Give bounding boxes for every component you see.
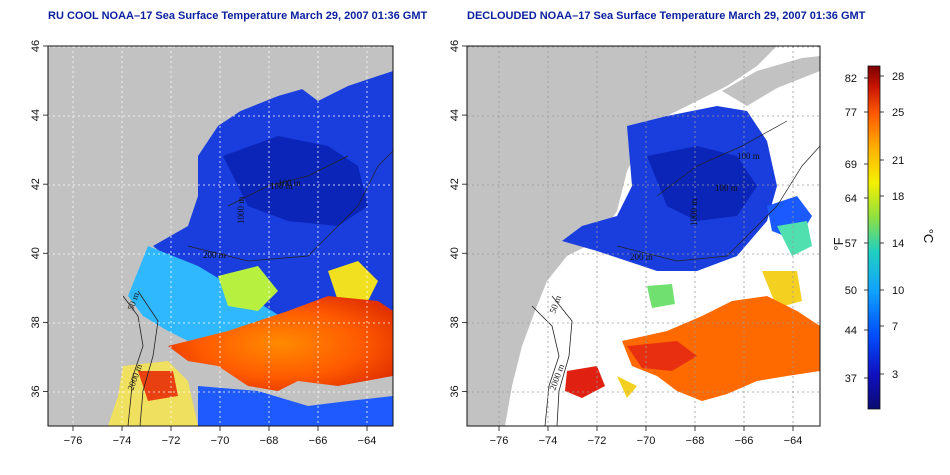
grid-lines-right xyxy=(467,46,820,426)
axes-left: −76 −74 −72 −70 −68 −66 −64 36 38 40 42 44 46 xyxy=(30,40,376,447)
fahrenheit-tick: 57 xyxy=(845,238,857,250)
y-tick-label: 46 xyxy=(449,40,461,52)
y-tick-label: 36 xyxy=(449,385,461,397)
contour-label-100m-b-left: 100 m xyxy=(278,178,301,188)
y-tick-label: 44 xyxy=(30,109,42,121)
map-panel-left: 2000 m 50 m 100 m 200 m 1000 m 100 m xyxy=(47,45,394,427)
celsius-label: °C xyxy=(921,229,936,244)
cold-core-left xyxy=(223,136,368,226)
y-tick-label: 42 xyxy=(30,178,42,190)
x-tick-label: −72 xyxy=(588,435,607,447)
x-tick-label: −74 xyxy=(113,435,132,447)
x-tick-label: −68 xyxy=(686,435,705,447)
map-title-left: RU COOL NOAA–17 Sea Surface Temperature … xyxy=(48,10,428,22)
contour-label-100m-right: 100 m xyxy=(737,151,760,161)
y-tick-label: 40 xyxy=(449,247,461,259)
fahrenheit-tick: 44 xyxy=(845,325,857,337)
x-tick-label: −64 xyxy=(784,435,803,447)
y-tick-label: 36 xyxy=(30,385,42,397)
x-tick-label: −66 xyxy=(735,435,754,447)
gulf-stream-left xyxy=(168,296,393,391)
grid-lines-left xyxy=(48,46,393,426)
x-tick-label: −72 xyxy=(162,435,181,447)
y-tick-label: 38 xyxy=(30,316,42,328)
celsius-tick: 3 xyxy=(892,369,898,381)
celsius-tick: 7 xyxy=(892,321,898,333)
celsius-tick: 10 xyxy=(892,285,904,297)
y-tick-label: 40 xyxy=(30,247,42,259)
map-title-right: DECLOUDED NOAA–17 Sea Surface Temperatur… xyxy=(467,10,866,22)
gulf-stream-right xyxy=(622,296,820,401)
contour-label-200m-right: 200 m xyxy=(630,252,653,262)
x-tick-label: −74 xyxy=(539,435,558,447)
fahrenheit-tick: 50 xyxy=(845,285,857,297)
y-tick-label: 38 xyxy=(449,316,461,328)
land-right xyxy=(467,46,777,426)
fahrenheit-tick: 64 xyxy=(845,193,857,205)
celsius-tick: 18 xyxy=(892,191,904,203)
x-tick-label: −64 xyxy=(358,435,377,447)
contour-label-1000m-left: 1000 m xyxy=(236,197,246,224)
celsius-tick: 28 xyxy=(892,71,904,83)
celsius-tick: 21 xyxy=(892,155,904,167)
fahrenheit-label: °F xyxy=(831,237,846,250)
fahrenheit-tick: 77 xyxy=(845,107,857,119)
y-tick-label: 46 xyxy=(30,40,42,52)
y-tick-label: 42 xyxy=(449,178,461,190)
x-tick-label: −66 xyxy=(309,435,328,447)
y-tick-label: 44 xyxy=(449,109,461,121)
contour-label-100m-left: 100 m xyxy=(270,181,293,191)
fahrenheit-tick: 82 xyxy=(845,73,857,85)
x-tick-label: −68 xyxy=(260,435,279,447)
fahrenheit-tick: 69 xyxy=(845,159,857,171)
colorbar: 82 77 69 64 57 50 44 37 28 25 21 18 14 10 7 3 °F °C xyxy=(831,65,936,410)
x-tick-label: −70 xyxy=(637,435,656,447)
x-tick-label: −76 xyxy=(490,435,509,447)
x-tick-label: −70 xyxy=(211,435,230,447)
contour-label-1000m-right: 1000 m xyxy=(689,199,699,226)
map-panel-right: 2000 m 50 m 100 m 200 m 1000 m 100 m xyxy=(466,45,821,427)
celsius-tick: 25 xyxy=(892,107,904,119)
colorbar-gradient xyxy=(867,65,881,410)
contour-label-100m-b-right: 100 m xyxy=(715,183,738,193)
x-tick-label: −76 xyxy=(64,435,83,447)
fahrenheit-tick: 37 xyxy=(845,373,857,385)
axes-right: −76 −74 −72 −70 −68 −66 −64 36 38 40 42 44 46 xyxy=(449,40,802,447)
celsius-tick: 14 xyxy=(892,238,904,250)
contour-label-200m-left: 200 m xyxy=(203,250,226,260)
